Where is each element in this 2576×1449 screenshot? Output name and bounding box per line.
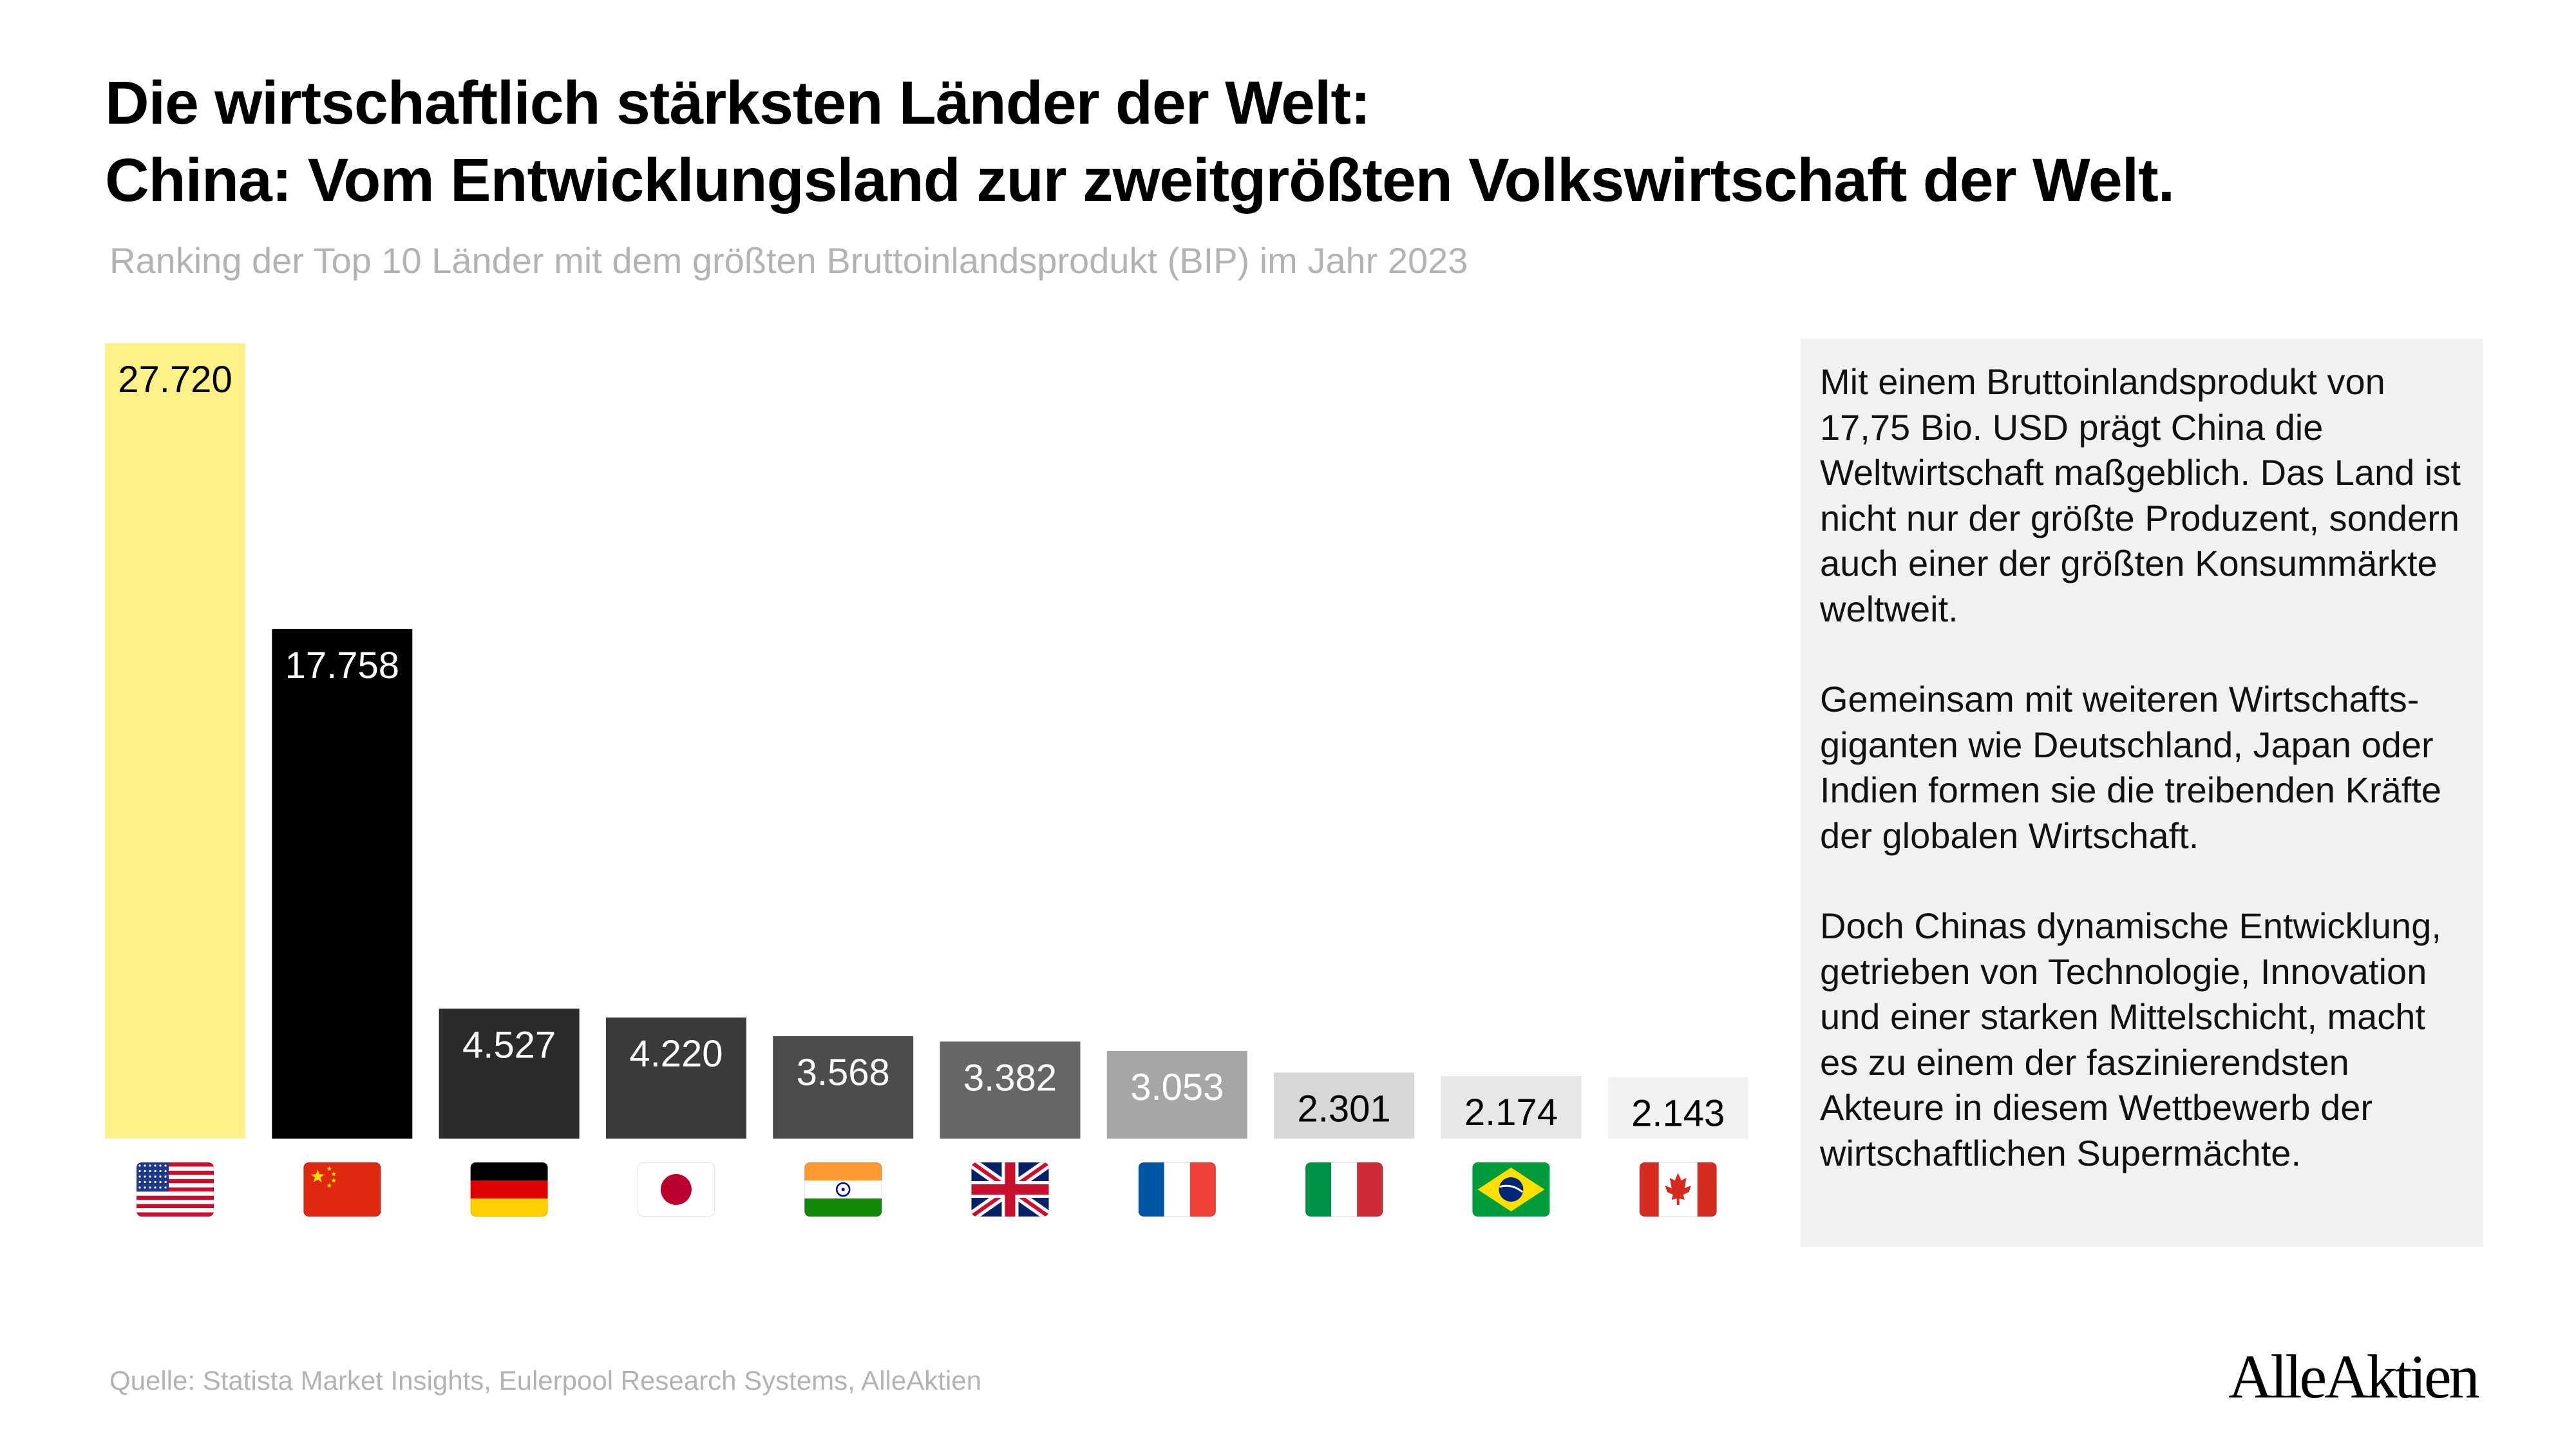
flags-group [137,1162,1717,1217]
value-labels-group: 27.720 17.758 4.527 4.220 3.568 3.382 3.053 2.3… [118,359,1725,1135]
bar-de [439,1009,580,1139]
fr-flag-icon [1138,1162,1216,1217]
bar-in [773,1036,914,1139]
bars-group [105,343,1748,1139]
bar-jp [605,1017,746,1139]
value-label-us: 27.720 [118,359,232,401]
in-flag-icon [804,1162,882,1217]
value-label-it: 2.301 [1298,1088,1391,1130]
ca-flag-icon [1639,1162,1717,1217]
value-label-in: 3.568 [797,1052,890,1094]
bar-cn [272,629,413,1139]
gb-flag-icon [971,1162,1049,1217]
value-label-ca: 2.143 [1631,1093,1725,1135]
value-label-cn: 17.758 [285,645,399,687]
us-flag-icon [137,1162,214,1217]
title-line-1: Die wirtschaftlich stärksten Länder der … [105,69,1371,137]
info-paragraph-2: Gemeinsam mit weiteren Wirtschafts-gigan… [1820,679,2442,856]
info-paragraph-3: Doch Chinas dynamische Entwicklung, getr… [1820,905,2441,1173]
bar-ca [1607,1077,1748,1139]
jp-flag-icon [637,1162,715,1217]
bar-br [1441,1076,1582,1139]
title-line-2: China: Vom Entwicklungsland zur zweitgrö… [105,146,2175,214]
alleaktien-logo: AlleAktien [2228,1342,2480,1411]
info-paragraph-1: Mit einem Bruttoinlandsprodukt von 17,75… [1820,361,2461,629]
bar-it [1274,1072,1415,1139]
cn-flag-icon [303,1162,381,1217]
page-title: Die wirtschaftlich stärksten Länder der … [105,64,2488,219]
br-flag-icon [1472,1162,1550,1217]
bar-us [105,343,245,1139]
chart-subtitle: Ranking der Top 10 Länder mit dem größte… [109,240,1468,281]
value-label-jp: 4.220 [629,1033,723,1075]
bar-fr [1106,1050,1247,1139]
source-note: Quelle: Statista Market Insights, Eulerp… [109,1365,981,1396]
de-flag-icon [470,1162,548,1217]
info-box: Mit einem Bruttoinlandsprodukt von 17,75… [1801,339,2483,1247]
value-label-br: 2.174 [1464,1092,1558,1133]
value-label-gb: 3.382 [963,1057,1057,1099]
value-label-de: 4.527 [462,1024,556,1066]
it-flag-icon [1305,1162,1383,1217]
value-label-fr: 3.053 [1130,1066,1224,1108]
bar-gb [940,1041,1081,1139]
